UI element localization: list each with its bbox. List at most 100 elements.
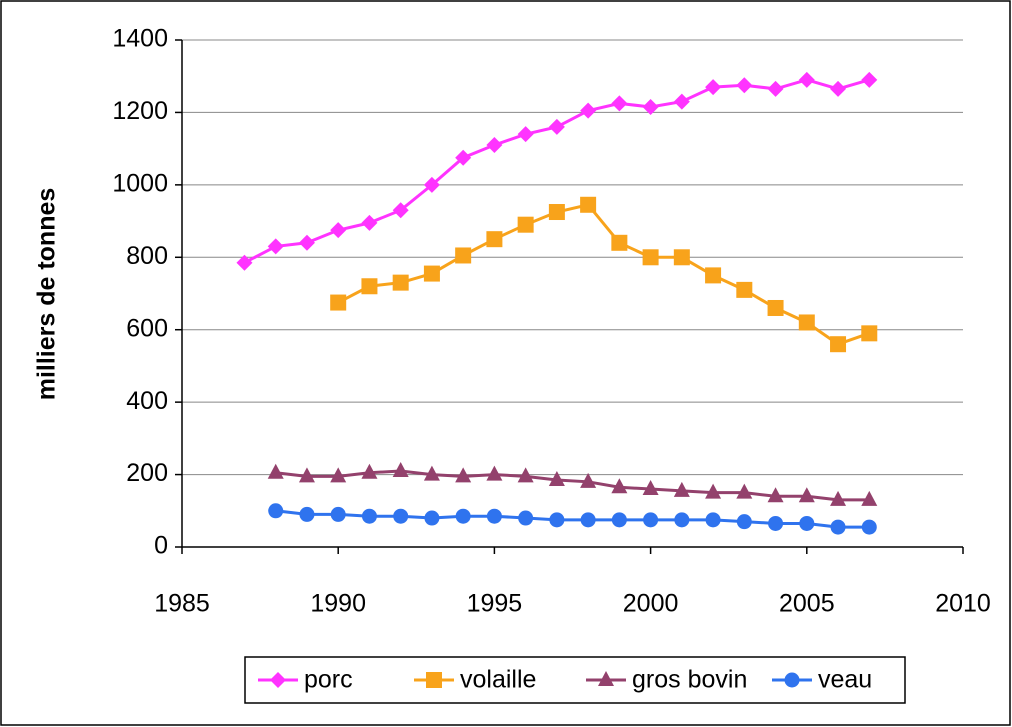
x-tick-label: 1995 bbox=[467, 590, 523, 618]
legend-marker bbox=[426, 672, 442, 688]
data-point bbox=[830, 80, 847, 97]
y-tick-label: 400 bbox=[126, 387, 168, 415]
x-tick-label: 1985 bbox=[154, 590, 210, 618]
legend-label: porc bbox=[304, 666, 353, 694]
data-point bbox=[611, 512, 627, 528]
data-point bbox=[330, 467, 347, 483]
data-point bbox=[798, 71, 815, 88]
data-point bbox=[392, 274, 409, 291]
data-point bbox=[736, 514, 752, 530]
data-point bbox=[361, 214, 378, 231]
x-tick-label: 2005 bbox=[779, 590, 835, 618]
data-point bbox=[423, 176, 440, 193]
data-point bbox=[705, 79, 722, 96]
data-point bbox=[830, 519, 846, 535]
data-point bbox=[486, 231, 503, 248]
data-point bbox=[861, 519, 877, 535]
x-tick-label: 1990 bbox=[310, 590, 366, 618]
y-tick-label: 1400 bbox=[112, 25, 168, 53]
y-axis-label: milliers de tonnes bbox=[33, 188, 61, 401]
data-point bbox=[674, 512, 690, 528]
data-point bbox=[642, 98, 659, 115]
data-point bbox=[330, 222, 347, 239]
data-point bbox=[423, 465, 440, 481]
data-point bbox=[611, 95, 628, 112]
data-point bbox=[486, 465, 503, 481]
data-point bbox=[518, 510, 534, 526]
legend-label: volaille bbox=[460, 666, 536, 694]
data-point bbox=[299, 506, 315, 522]
data-point bbox=[798, 314, 815, 331]
data-point bbox=[642, 480, 659, 496]
data-point bbox=[424, 510, 440, 526]
data-point bbox=[673, 249, 690, 266]
data-point bbox=[705, 267, 722, 284]
data-point bbox=[393, 508, 409, 524]
y-tick-label: 1200 bbox=[112, 97, 168, 125]
data-point bbox=[798, 487, 815, 503]
data-point bbox=[548, 118, 565, 135]
x-tick-label: 2010 bbox=[935, 590, 991, 618]
data-point bbox=[830, 490, 847, 506]
data-point bbox=[517, 467, 534, 483]
data-point bbox=[767, 299, 784, 316]
data-point bbox=[673, 93, 690, 110]
data-point bbox=[423, 265, 440, 282]
data-point bbox=[267, 238, 284, 255]
data-point bbox=[455, 467, 472, 483]
y-tick-label: 0 bbox=[154, 532, 168, 560]
data-point bbox=[361, 463, 378, 479]
data-point bbox=[768, 515, 784, 531]
data-point bbox=[236, 254, 253, 271]
data-point bbox=[580, 512, 596, 528]
data-point bbox=[799, 515, 815, 531]
y-tick-label: 600 bbox=[126, 314, 168, 342]
data-point bbox=[455, 149, 472, 166]
data-point bbox=[517, 216, 534, 233]
data-point bbox=[455, 247, 472, 264]
data-point bbox=[517, 126, 534, 143]
data-point bbox=[486, 137, 503, 154]
data-point bbox=[361, 278, 378, 295]
y-tick-label: 800 bbox=[126, 242, 168, 270]
data-point bbox=[830, 336, 847, 353]
legend-label: veau bbox=[818, 666, 872, 694]
legend-marker bbox=[784, 672, 800, 688]
data-point bbox=[736, 483, 753, 499]
data-point bbox=[705, 512, 721, 528]
legend-label: gros bovin bbox=[632, 666, 747, 694]
data-point bbox=[861, 325, 878, 342]
data-point bbox=[267, 463, 284, 479]
series-line bbox=[275, 469, 870, 502]
data-point bbox=[330, 506, 346, 522]
data-point bbox=[392, 461, 409, 477]
data-point bbox=[611, 234, 628, 251]
data-point bbox=[298, 234, 315, 251]
data-point bbox=[861, 490, 878, 506]
data-point bbox=[268, 503, 284, 519]
data-point bbox=[767, 80, 784, 97]
data-point bbox=[330, 294, 347, 311]
data-point bbox=[861, 71, 878, 88]
data-point bbox=[705, 483, 722, 499]
data-point bbox=[580, 472, 597, 488]
data-point bbox=[642, 249, 659, 266]
data-point bbox=[455, 508, 471, 524]
data-point bbox=[643, 512, 659, 528]
data-point bbox=[580, 102, 597, 119]
data-point bbox=[673, 481, 690, 497]
data-point bbox=[611, 478, 628, 494]
data-point bbox=[736, 281, 753, 298]
data-point bbox=[767, 487, 784, 503]
data-point bbox=[736, 77, 753, 94]
data-point bbox=[548, 204, 565, 221]
legend-marker bbox=[598, 671, 614, 686]
data-point bbox=[298, 467, 315, 483]
data-point bbox=[580, 196, 597, 213]
data-point bbox=[549, 512, 565, 528]
data-point bbox=[486, 508, 502, 524]
x-tick-label: 2000 bbox=[623, 590, 679, 618]
legend-marker bbox=[270, 672, 286, 688]
data-point bbox=[361, 508, 377, 524]
